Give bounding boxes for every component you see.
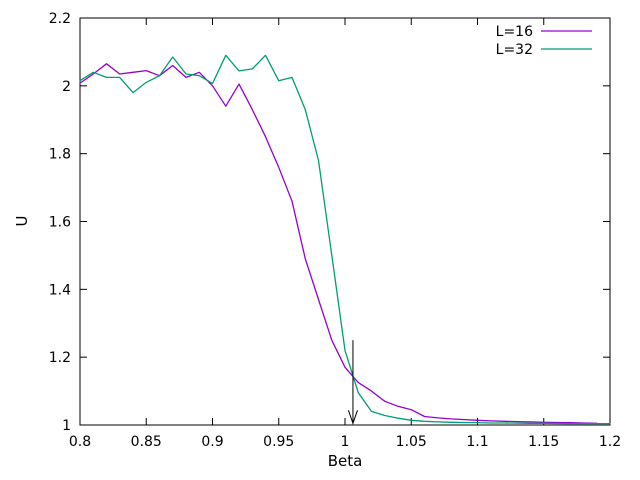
y-tick-label: 1.6 — [49, 215, 71, 231]
y-tick-label: 1.2 — [49, 350, 71, 366]
x-tick-label: 1.1 — [466, 434, 488, 450]
legend-label-L32: L=32 — [496, 42, 533, 58]
y-axis-label: U — [13, 215, 31, 227]
series-line-L32 — [79, 54, 611, 425]
x-tick-label: 0.8 — [69, 434, 91, 450]
x-axis-label: Beta — [327, 452, 363, 470]
y-tick-label: 1 — [62, 418, 71, 434]
legend-label-L16: L=16 — [496, 24, 533, 40]
x-tick-label: 0.9 — [201, 434, 223, 450]
x-tick-label: 0.85 — [131, 434, 162, 450]
annotation-arrow-head — [347, 410, 358, 425]
y-tick-label: 2 — [62, 79, 71, 95]
x-tick-label: 1.15 — [528, 434, 559, 450]
x-tick-label: 1 — [341, 434, 350, 450]
series-line-L16 — [79, 63, 598, 424]
x-tick-label: 0.95 — [263, 434, 294, 450]
y-tick-label: 1.4 — [49, 282, 71, 298]
x-tick-label: 1.05 — [396, 434, 427, 450]
x-tick-label: 1.2 — [599, 434, 621, 450]
y-tick-label: 2.2 — [49, 11, 71, 27]
plot-border — [79, 17, 611, 426]
y-tick-label: 1.8 — [49, 147, 71, 163]
